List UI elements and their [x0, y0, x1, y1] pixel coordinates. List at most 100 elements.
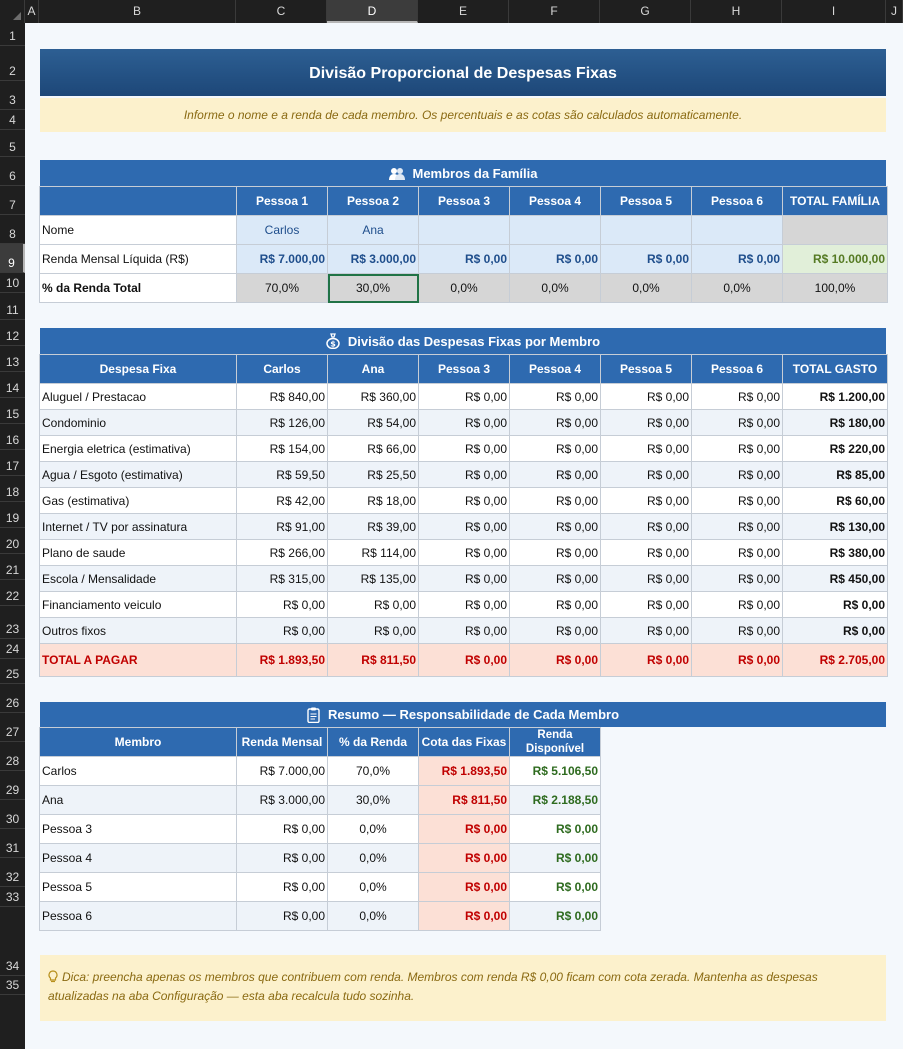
summary-available[interactable]: R$ 5.106,50 [509, 756, 601, 786]
expenses-total-cell[interactable]: R$ 1.893,50 [236, 643, 328, 677]
pct-cell-6[interactable]: 0,0% [691, 273, 783, 303]
expense-share-cell[interactable]: R$ 0,00 [691, 539, 783, 566]
expense-total-cell[interactable]: R$ 0,00 [782, 591, 888, 618]
pct-cell-3[interactable]: 0,0% [418, 273, 510, 303]
expense-share-cell[interactable]: R$ 126,00 [236, 409, 328, 436]
select-all-corner[interactable] [0, 0, 25, 23]
expense-share-cell[interactable]: R$ 0,00 [600, 383, 692, 410]
expense-share-cell[interactable]: R$ 0,00 [600, 487, 692, 514]
expense-share-cell[interactable]: R$ 0,00 [691, 383, 783, 410]
row-header-24[interactable]: 24 [0, 639, 25, 659]
row-header-14[interactable]: 14 [0, 372, 25, 398]
expense-name[interactable]: Condominio [39, 409, 237, 436]
row-header-16[interactable]: 16 [0, 424, 25, 450]
expense-share-cell[interactable]: R$ 154,00 [236, 435, 328, 462]
expense-share-cell[interactable]: R$ 0,00 [327, 591, 419, 618]
expenses-total-cell[interactable]: R$ 0,00 [600, 643, 692, 677]
summary-available[interactable]: R$ 0,00 [509, 901, 601, 931]
expense-share-cell[interactable]: R$ 0,00 [509, 565, 601, 592]
col-header-j[interactable]: J [886, 0, 903, 23]
name-cell-6[interactable] [691, 215, 783, 245]
row-header-25[interactable]: 25 [0, 659, 25, 684]
expense-share-cell[interactable]: R$ 0,00 [509, 539, 601, 566]
summary-income[interactable]: R$ 7.000,00 [236, 756, 328, 786]
expense-name[interactable]: Gas (estimativa) [39, 487, 237, 514]
summary-income[interactable]: R$ 0,00 [236, 901, 328, 931]
expense-share-cell[interactable]: R$ 0,00 [600, 513, 692, 540]
pct-cell-5[interactable]: 0,0% [600, 273, 692, 303]
row-header-26[interactable]: 26 [0, 684, 25, 713]
expense-total-cell[interactable]: R$ 85,00 [782, 461, 888, 488]
row-header-2[interactable]: 2 [0, 46, 25, 81]
summary-income[interactable]: R$ 0,00 [236, 843, 328, 873]
expense-share-cell[interactable]: R$ 0,00 [691, 409, 783, 436]
expense-share-cell[interactable]: R$ 0,00 [418, 383, 510, 410]
expense-name[interactable]: Financiamento veiculo [39, 591, 237, 618]
expense-share-cell[interactable]: R$ 0,00 [418, 513, 510, 540]
summary-quota[interactable]: R$ 0,00 [418, 843, 510, 873]
expense-name[interactable]: Outros fixos [39, 617, 237, 644]
row-header-19[interactable]: 19 [0, 502, 25, 528]
income-cell-total[interactable]: R$ 10.000,00 [782, 244, 888, 274]
expense-name[interactable]: Agua / Esgoto (estimativa) [39, 461, 237, 488]
expense-share-cell[interactable]: R$ 315,00 [236, 565, 328, 592]
expense-total-cell[interactable]: R$ 180,00 [782, 409, 888, 436]
expense-share-cell[interactable]: R$ 0,00 [600, 565, 692, 592]
expense-share-cell[interactable]: R$ 0,00 [691, 487, 783, 514]
expense-share-cell[interactable]: R$ 0,00 [600, 591, 692, 618]
row-header-34[interactable]: 34 [0, 907, 25, 976]
row-header-8[interactable]: 8 [0, 215, 25, 244]
summary-pct[interactable]: 0,0% [327, 843, 419, 873]
summary-income[interactable]: R$ 0,00 [236, 814, 328, 844]
summary-pct[interactable]: 0,0% [327, 901, 419, 931]
row-header-17[interactable]: 17 [0, 450, 25, 476]
expense-share-cell[interactable]: R$ 0,00 [418, 487, 510, 514]
summary-income[interactable]: R$ 3.000,00 [236, 785, 328, 815]
income-cell-4[interactable]: R$ 0,00 [509, 244, 601, 274]
expense-share-cell[interactable]: R$ 0,00 [509, 435, 601, 462]
expense-share-cell[interactable]: R$ 266,00 [236, 539, 328, 566]
col-header-i[interactable]: I [782, 0, 886, 23]
expense-share-cell[interactable]: R$ 39,00 [327, 513, 419, 540]
expense-total-cell[interactable]: R$ 0,00 [782, 617, 888, 644]
summary-quota[interactable]: R$ 0,00 [418, 872, 510, 902]
name-cell-4[interactable] [509, 215, 601, 245]
col-header-e[interactable]: E [418, 0, 509, 23]
expense-share-cell[interactable]: R$ 0,00 [600, 435, 692, 462]
expenses-total-cell[interactable]: R$ 0,00 [509, 643, 601, 677]
expense-share-cell[interactable]: R$ 66,00 [327, 435, 419, 462]
row-header-4[interactable]: 4 [0, 110, 25, 130]
expense-total-cell[interactable]: R$ 130,00 [782, 513, 888, 540]
expense-name[interactable]: Escola / Mensalidade [39, 565, 237, 592]
expense-share-cell[interactable]: R$ 0,00 [691, 461, 783, 488]
row-header-35[interactable]: 35 [0, 976, 25, 995]
summary-available[interactable]: R$ 0,00 [509, 814, 601, 844]
expense-name[interactable]: Plano de saude [39, 539, 237, 566]
row-header-7[interactable]: 7 [0, 186, 25, 215]
summary-income[interactable]: R$ 0,00 [236, 872, 328, 902]
row-header-20[interactable]: 20 [0, 528, 25, 554]
summary-member[interactable]: Pessoa 3 [39, 814, 237, 844]
expense-share-cell[interactable]: R$ 0,00 [600, 461, 692, 488]
row-header-15[interactable]: 15 [0, 398, 25, 424]
summary-quota[interactable]: R$ 0,00 [418, 814, 510, 844]
row-header-32[interactable]: 32 [0, 858, 25, 887]
pct-cell-4[interactable]: 0,0% [509, 273, 601, 303]
expenses-total-cell[interactable]: R$ 0,00 [418, 643, 510, 677]
summary-pct[interactable]: 30,0% [327, 785, 419, 815]
expense-total-cell[interactable]: R$ 220,00 [782, 435, 888, 462]
expense-share-cell[interactable]: R$ 0,00 [509, 617, 601, 644]
expense-total-cell[interactable]: R$ 60,00 [782, 487, 888, 514]
expense-share-cell[interactable]: R$ 0,00 [327, 617, 419, 644]
row-header-29[interactable]: 29 [0, 771, 25, 800]
income-cell-3[interactable]: R$ 0,00 [418, 244, 510, 274]
summary-available[interactable]: R$ 2.188,50 [509, 785, 601, 815]
col-header-c[interactable]: C [236, 0, 327, 23]
summary-pct[interactable]: 0,0% [327, 872, 419, 902]
expense-share-cell[interactable]: R$ 0,00 [691, 565, 783, 592]
row-header-18[interactable]: 18 [0, 476, 25, 502]
expense-name[interactable]: Energia eletrica (estimativa) [39, 435, 237, 462]
pct-cell-total[interactable]: 100,0% [782, 273, 888, 303]
name-cell-5[interactable] [600, 215, 692, 245]
expense-share-cell[interactable]: R$ 0,00 [600, 617, 692, 644]
